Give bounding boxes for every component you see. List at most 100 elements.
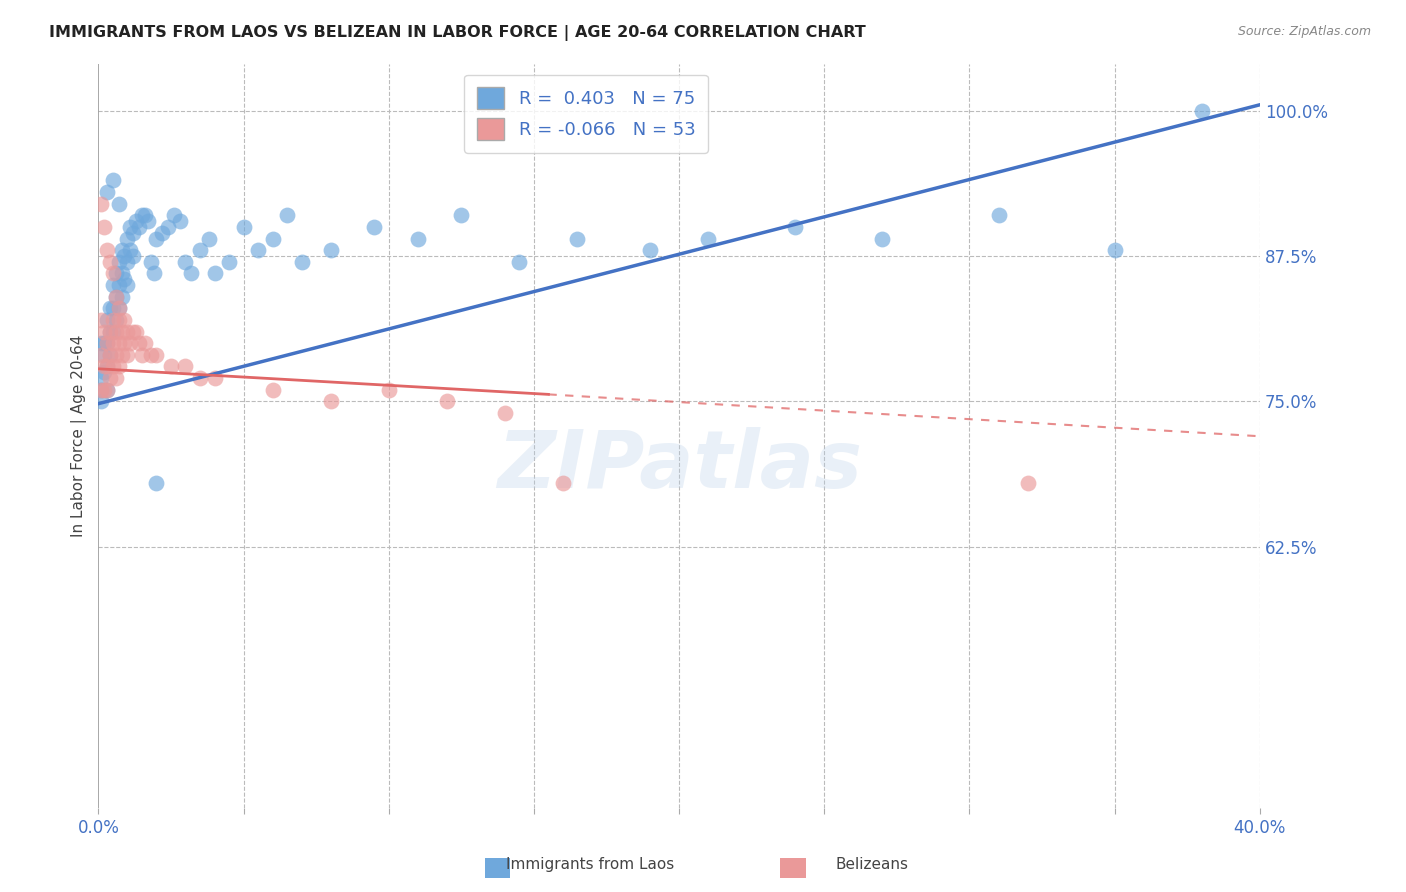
Point: [551, 475, 574, 490]
Point: [567, 231, 589, 245]
Point: [101, 301, 124, 316]
Point: [98, 371, 121, 385]
Point: [180, 267, 202, 281]
Point: [319, 243, 342, 257]
Point: [104, 371, 127, 385]
Point: [98, 348, 121, 362]
Point: [377, 383, 399, 397]
Point: [697, 231, 720, 245]
Point: [114, 249, 136, 263]
Point: [110, 243, 132, 257]
Point: [122, 249, 145, 263]
Point: [93, 325, 115, 339]
Point: [107, 301, 129, 316]
Point: [872, 231, 894, 245]
Point: [120, 243, 142, 257]
Point: [104, 290, 127, 304]
Point: [96, 185, 118, 199]
Point: [276, 208, 298, 222]
Point: [436, 394, 458, 409]
Point: [101, 173, 124, 187]
Point: [120, 336, 142, 351]
Point: [1017, 475, 1039, 490]
Point: [125, 325, 148, 339]
Point: [90, 196, 112, 211]
Point: [131, 208, 153, 222]
Point: [145, 475, 167, 490]
Point: [145, 231, 167, 245]
Text: Belizeans: Belizeans: [835, 857, 908, 872]
Point: [101, 267, 124, 281]
Point: [145, 348, 167, 362]
Point: [157, 219, 180, 234]
Point: [174, 254, 197, 268]
Point: [204, 371, 226, 385]
Point: [101, 359, 124, 374]
Point: [93, 348, 115, 362]
Point: [139, 348, 162, 362]
Point: [204, 267, 226, 281]
Point: [150, 226, 173, 240]
Point: [122, 226, 145, 240]
Point: [114, 313, 136, 327]
Point: [90, 394, 112, 409]
Point: [117, 254, 139, 268]
Point: [117, 325, 139, 339]
Point: [93, 359, 115, 374]
Point: [107, 313, 129, 327]
Point: [90, 336, 112, 351]
Point: [98, 254, 121, 268]
Point: [638, 243, 661, 257]
Point: [104, 325, 127, 339]
Point: [98, 325, 121, 339]
Point: [247, 243, 270, 257]
Point: [110, 348, 132, 362]
Point: [114, 336, 136, 351]
Point: [93, 219, 115, 234]
Point: [96, 359, 118, 374]
Text: IMMIGRANTS FROM LAOS VS BELIZEAN IN LABOR FORCE | AGE 20-64 CORRELATION CHART: IMMIGRANTS FROM LAOS VS BELIZEAN IN LABO…: [49, 25, 866, 41]
Point: [96, 383, 118, 397]
Point: [96, 313, 118, 327]
Point: [128, 219, 150, 234]
Point: [98, 348, 121, 362]
Point: [142, 267, 165, 281]
Point: [160, 359, 183, 374]
Point: [114, 272, 136, 286]
Point: [90, 383, 112, 397]
Point: [117, 278, 139, 293]
Point: [117, 231, 139, 245]
Point: [134, 208, 156, 222]
Point: [120, 219, 142, 234]
Point: [188, 243, 211, 257]
Point: [98, 325, 121, 339]
Point: [101, 336, 124, 351]
Text: Source: ZipAtlas.com: Source: ZipAtlas.com: [1237, 25, 1371, 38]
Point: [291, 254, 314, 268]
Point: [122, 325, 145, 339]
Point: [188, 371, 211, 385]
Point: [107, 254, 129, 268]
Y-axis label: In Labor Force | Age 20-64: In Labor Force | Age 20-64: [72, 335, 87, 538]
Point: [107, 301, 129, 316]
Point: [110, 290, 132, 304]
Point: [96, 359, 118, 374]
Point: [107, 278, 129, 293]
Point: [93, 383, 115, 397]
Point: [96, 336, 118, 351]
Point: [107, 196, 129, 211]
Point: [128, 336, 150, 351]
Point: [104, 348, 127, 362]
Point: [169, 214, 191, 228]
Point: [508, 254, 530, 268]
Point: [785, 219, 807, 234]
Point: [262, 231, 284, 245]
Point: [174, 359, 197, 374]
Point: [139, 254, 162, 268]
Point: [131, 348, 153, 362]
Point: [93, 336, 115, 351]
Point: [197, 231, 219, 245]
Point: [1191, 103, 1213, 118]
Point: [96, 336, 118, 351]
Point: [90, 313, 112, 327]
